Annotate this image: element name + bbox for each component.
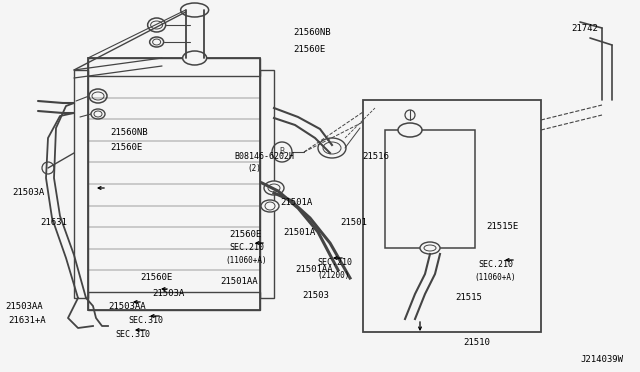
- Text: 21515: 21515: [455, 293, 482, 302]
- Text: 21503AA: 21503AA: [108, 302, 146, 311]
- Bar: [385, 130, 475, 248]
- Text: J214039W: J214039W: [580, 355, 623, 364]
- Text: 21560NB: 21560NB: [110, 128, 148, 137]
- Text: 21742: 21742: [571, 24, 598, 33]
- Text: 21503A: 21503A: [12, 188, 44, 197]
- Text: 21503A: 21503A: [152, 289, 184, 298]
- Circle shape: [42, 162, 54, 174]
- Text: 21631: 21631: [40, 218, 67, 227]
- Text: 21501A: 21501A: [283, 228, 316, 237]
- Bar: [88, 292, 260, 310]
- Text: 21560NB: 21560NB: [293, 28, 331, 37]
- Text: 21510: 21510: [463, 338, 490, 347]
- Text: (21200): (21200): [317, 271, 349, 280]
- Text: 21516: 21516: [362, 152, 389, 161]
- Text: (11060+A): (11060+A): [474, 273, 516, 282]
- Text: 21631+A: 21631+A: [8, 316, 45, 325]
- Ellipse shape: [148, 18, 166, 32]
- Bar: [260, 70, 274, 298]
- Ellipse shape: [261, 200, 279, 212]
- Text: (2): (2): [247, 164, 261, 173]
- Text: B: B: [280, 148, 285, 157]
- Text: 21503AA: 21503AA: [5, 302, 43, 311]
- Text: (11060+A): (11060+A): [225, 256, 267, 265]
- Ellipse shape: [180, 3, 209, 17]
- Text: SEC.310: SEC.310: [115, 330, 150, 339]
- Text: 21560E: 21560E: [229, 230, 261, 239]
- Ellipse shape: [182, 51, 207, 65]
- Ellipse shape: [91, 109, 105, 119]
- Text: SEC.310: SEC.310: [128, 316, 163, 325]
- Text: SEC.210: SEC.210: [317, 258, 352, 267]
- Text: B08146-6202H: B08146-6202H: [234, 152, 294, 161]
- Text: 21560E: 21560E: [110, 143, 142, 152]
- Ellipse shape: [398, 123, 422, 137]
- Bar: [74, 70, 88, 298]
- Text: 21560E: 21560E: [293, 45, 325, 54]
- Ellipse shape: [318, 138, 346, 158]
- Bar: [88, 58, 260, 76]
- Circle shape: [405, 110, 415, 120]
- Text: 21501AA: 21501AA: [220, 277, 258, 286]
- Ellipse shape: [150, 37, 164, 47]
- Text: SEC.210: SEC.210: [229, 243, 264, 252]
- Text: 21501: 21501: [340, 218, 367, 227]
- Text: 21501AA: 21501AA: [295, 265, 333, 274]
- Ellipse shape: [89, 89, 107, 103]
- Bar: [363, 100, 541, 332]
- Text: 21503: 21503: [302, 291, 329, 300]
- Text: 21515E: 21515E: [486, 222, 518, 231]
- Text: 21560E: 21560E: [140, 273, 172, 282]
- Text: 21501A: 21501A: [280, 198, 312, 207]
- Text: SEC.210: SEC.210: [478, 260, 513, 269]
- Ellipse shape: [264, 181, 284, 195]
- Bar: [88, 58, 260, 310]
- Ellipse shape: [420, 242, 440, 254]
